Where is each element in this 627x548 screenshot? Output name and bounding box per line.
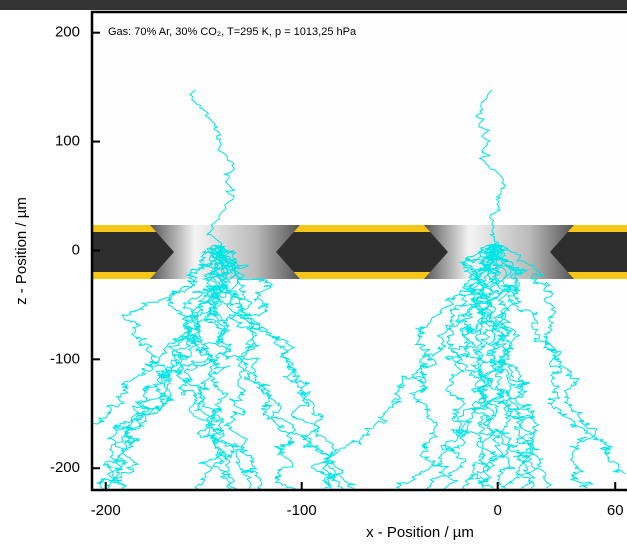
chart-title: Gas: 70% Ar, 30% CO₂, T=295 K, p = 1013,… (108, 26, 357, 38)
track (322, 244, 509, 489)
y-tick-label: -100 (50, 350, 80, 367)
track (497, 244, 626, 475)
track (189, 89, 236, 247)
track (216, 244, 356, 489)
track (110, 246, 236, 489)
track (219, 246, 296, 490)
y-tick-label: -200 (50, 459, 80, 476)
x-tick-label: -200 (91, 502, 121, 519)
track (207, 245, 247, 490)
track (459, 245, 516, 490)
track (106, 246, 240, 489)
copper-top (92, 225, 627, 232)
y-tick-label: 200 (55, 24, 80, 41)
gem-foil (92, 225, 627, 279)
track (198, 244, 345, 491)
track (218, 246, 338, 491)
electron-tracks (92, 89, 626, 491)
y-tick-label: 100 (55, 133, 80, 150)
track (96, 246, 224, 491)
track (166, 246, 263, 490)
x-tick-label: -100 (287, 502, 317, 519)
track (425, 244, 529, 490)
copper-bottom (92, 272, 627, 279)
y-tick-label: 0 (72, 241, 80, 258)
top-bar (0, 0, 627, 10)
y-axis-label: z - Position / µm (13, 197, 30, 305)
track (102, 246, 240, 489)
track (194, 246, 234, 491)
x-axis-label: x - Position / µm (366, 524, 474, 541)
track (476, 244, 537, 489)
track (92, 246, 228, 425)
track (475, 89, 507, 246)
x-tick-label: 0 (493, 502, 501, 519)
track (444, 244, 503, 490)
x-tick-label: 60 (607, 502, 624, 519)
track (474, 244, 522, 489)
